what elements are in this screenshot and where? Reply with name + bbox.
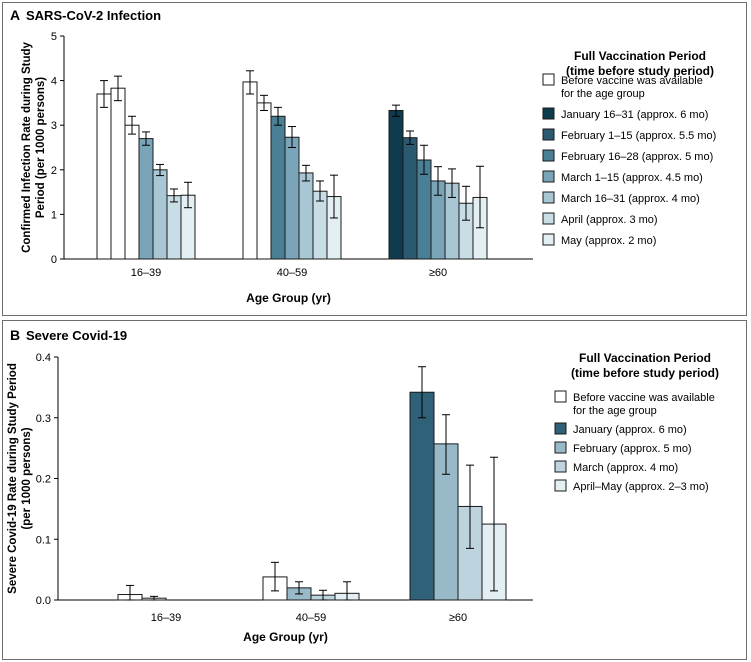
panel-a-legend-label: January 16–31 (approx. 6 mo) <box>561 109 708 121</box>
panel-a-y-tick-label: 4 <box>51 76 57 88</box>
panel-a-bar <box>402 137 418 260</box>
panel-a-y-tick-label: 0 <box>51 254 57 266</box>
panel-a-bar <box>270 115 286 260</box>
panel-a-bar <box>242 81 258 260</box>
panel-b-legend-label: for the age group <box>573 405 657 417</box>
panel-a-legend-title: Full Vaccination Period <box>574 49 706 63</box>
panel-b-legend-label: Before vaccine was available <box>573 392 715 404</box>
panel-a-bar <box>166 195 182 260</box>
panel-a-bar <box>96 93 112 260</box>
panel-b-x-tick-label: ≥60 <box>449 612 467 624</box>
panel-b-legend-swatch <box>554 390 567 403</box>
panel-a-legend-label: March 1–15 (approx. 4.5 mo) <box>561 172 703 184</box>
panel-b-legend-label: February (approx. 5 mo) <box>573 443 692 455</box>
panel-a-bar <box>110 87 126 260</box>
panel-b-x-tick-label: 40–59 <box>296 612 327 624</box>
panel-a-bar <box>152 169 168 260</box>
panel-a-legend-label: February 16–28 (approx. 5 mo) <box>561 151 713 163</box>
panel-a-frame <box>2 2 747 316</box>
panel-b-y-tick-label: 0.0 <box>36 595 51 607</box>
panel-a-bar <box>256 102 272 260</box>
panel-a-legend-label: Before vaccine was available <box>561 75 703 87</box>
panel-a-x-axis-title: Age Group (yr) <box>246 291 331 305</box>
panel-a-legend-swatch <box>542 233 555 246</box>
panel-a-legend-label: March 16–31 (approx. 4 mo) <box>561 193 700 205</box>
panel-b-legend-label: January (approx. 6 mo) <box>573 424 687 436</box>
panel-a-legend-label: April (approx. 3 mo) <box>561 214 658 226</box>
panel-a-legend-label: February 1–15 (approx. 5.5 mo) <box>561 130 716 142</box>
panel-b-bar <box>409 391 435 601</box>
panel-b-x-axis-title: Age Group (yr) <box>243 630 328 644</box>
panel-b-y-tick-label: 0.2 <box>36 474 51 486</box>
panel-b-legend-swatch <box>554 441 567 454</box>
panel-a-legend-label: for the age group <box>561 88 645 100</box>
panel-a-legend-swatch <box>542 170 555 183</box>
panel-a-title: SARS-CoV-2 Infection <box>26 8 161 23</box>
panel-a-bar <box>124 124 140 260</box>
panel-b-legend-label: April–May (approx. 2–3 mo) <box>573 481 709 493</box>
panel-a-y-tick-label: 1 <box>51 209 57 221</box>
panel-a-legend-swatch <box>542 149 555 162</box>
panel-b-x-tick-label: 16–39 <box>151 612 182 624</box>
panel-a-bar <box>284 136 300 260</box>
panel-a-bar <box>298 172 314 260</box>
panel-a-y-tick-label: 2 <box>51 165 57 177</box>
panel-a-bar <box>416 159 432 260</box>
panel-b-legend-swatch <box>554 422 567 435</box>
panel-a-x-tick-label: 16–39 <box>131 267 162 279</box>
panel-a-legend-swatch <box>542 212 555 225</box>
panel-a-x-tick-label: 40–59 <box>277 267 308 279</box>
panel-a-y-axis-title: Period (per 1000 persons) <box>35 77 47 218</box>
panel-a-legend-label: May (approx. 2 mo) <box>561 235 656 247</box>
panel-b-y-tick-label: 0.4 <box>36 352 51 364</box>
panel-a-y-tick-label: 3 <box>51 120 57 132</box>
panel-a-x-tick-label: ≥60 <box>429 267 447 279</box>
panel-b-legend-label: March (approx. 4 mo) <box>573 462 678 474</box>
panel-a-y-axis-title: Confirmed Infection Rate during Study <box>21 41 33 252</box>
panel-b-legend-title: Full Vaccination Period <box>579 351 711 365</box>
panel-b-legend-title: (time before study period) <box>571 366 719 380</box>
panel-b-y-tick-label: 0.3 <box>36 413 51 425</box>
panel-a-bar <box>388 109 404 260</box>
panel-b-letter: B <box>10 327 20 343</box>
panel-b-y-tick-label: 0.1 <box>36 534 51 546</box>
panel-b-frame <box>2 320 747 660</box>
panel-a-bar <box>138 138 154 260</box>
panel-a-letter: A <box>10 7 20 23</box>
panel-a-legend-swatch <box>542 191 555 204</box>
panel-a-legend-title: (time before study period) <box>566 64 714 78</box>
panel-b-title: Severe Covid-19 <box>26 328 127 343</box>
panel-a-y-tick-label: 5 <box>51 31 57 43</box>
panel-a-legend-swatch <box>542 107 555 120</box>
panel-b-legend-swatch <box>554 479 567 492</box>
panel-b-y-axis-title: (per 1000 persons) <box>21 427 33 529</box>
panel-a-legend-swatch <box>542 128 555 141</box>
panel-b-legend-swatch <box>554 460 567 473</box>
panel-b-y-axis-title: Severe Covid-19 Rate during Study Period <box>7 363 19 594</box>
panel-a-legend-swatch <box>542 73 555 86</box>
